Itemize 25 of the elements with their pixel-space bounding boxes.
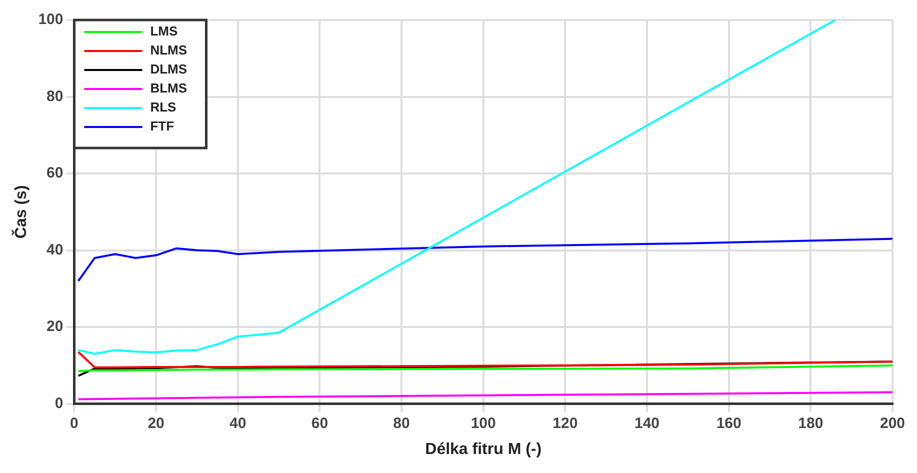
legend-label: NLMS — [150, 42, 188, 58]
x-axis-title: Délka fitru M (-) — [425, 440, 542, 458]
x-tick-label: 120 — [552, 414, 578, 432]
legend-label: LMS — [150, 24, 178, 39]
x-tick-label: 20 — [148, 414, 164, 432]
x-tick-label: 100 — [470, 414, 496, 432]
y-tick-label: 60 — [46, 164, 64, 182]
legend-label: RLS — [150, 100, 177, 115]
y-tick-label: 0 — [54, 394, 64, 412]
y-tick-label: 100 — [38, 11, 64, 28]
y-axis-title: Čas (s) — [11, 185, 30, 239]
x-tick-label: 140 — [634, 414, 660, 432]
x-tick-label: 200 — [880, 414, 905, 432]
x-tick-label: 40 — [230, 414, 246, 432]
x-tick-label: 80 — [393, 414, 410, 432]
legend-label: BLMS — [150, 80, 188, 96]
legend-label: FTF — [150, 118, 174, 134]
x-tick-label: 0 — [70, 414, 78, 432]
y-tick-label: 80 — [46, 88, 64, 105]
x-tick-label: 160 — [716, 414, 742, 432]
x-tick-label: 60 — [311, 414, 328, 432]
legend-label: DLMS — [150, 62, 188, 77]
y-tick-label: 20 — [46, 318, 64, 336]
y-tick-label: 40 — [46, 241, 64, 258]
x-tick-label: 180 — [798, 414, 824, 432]
